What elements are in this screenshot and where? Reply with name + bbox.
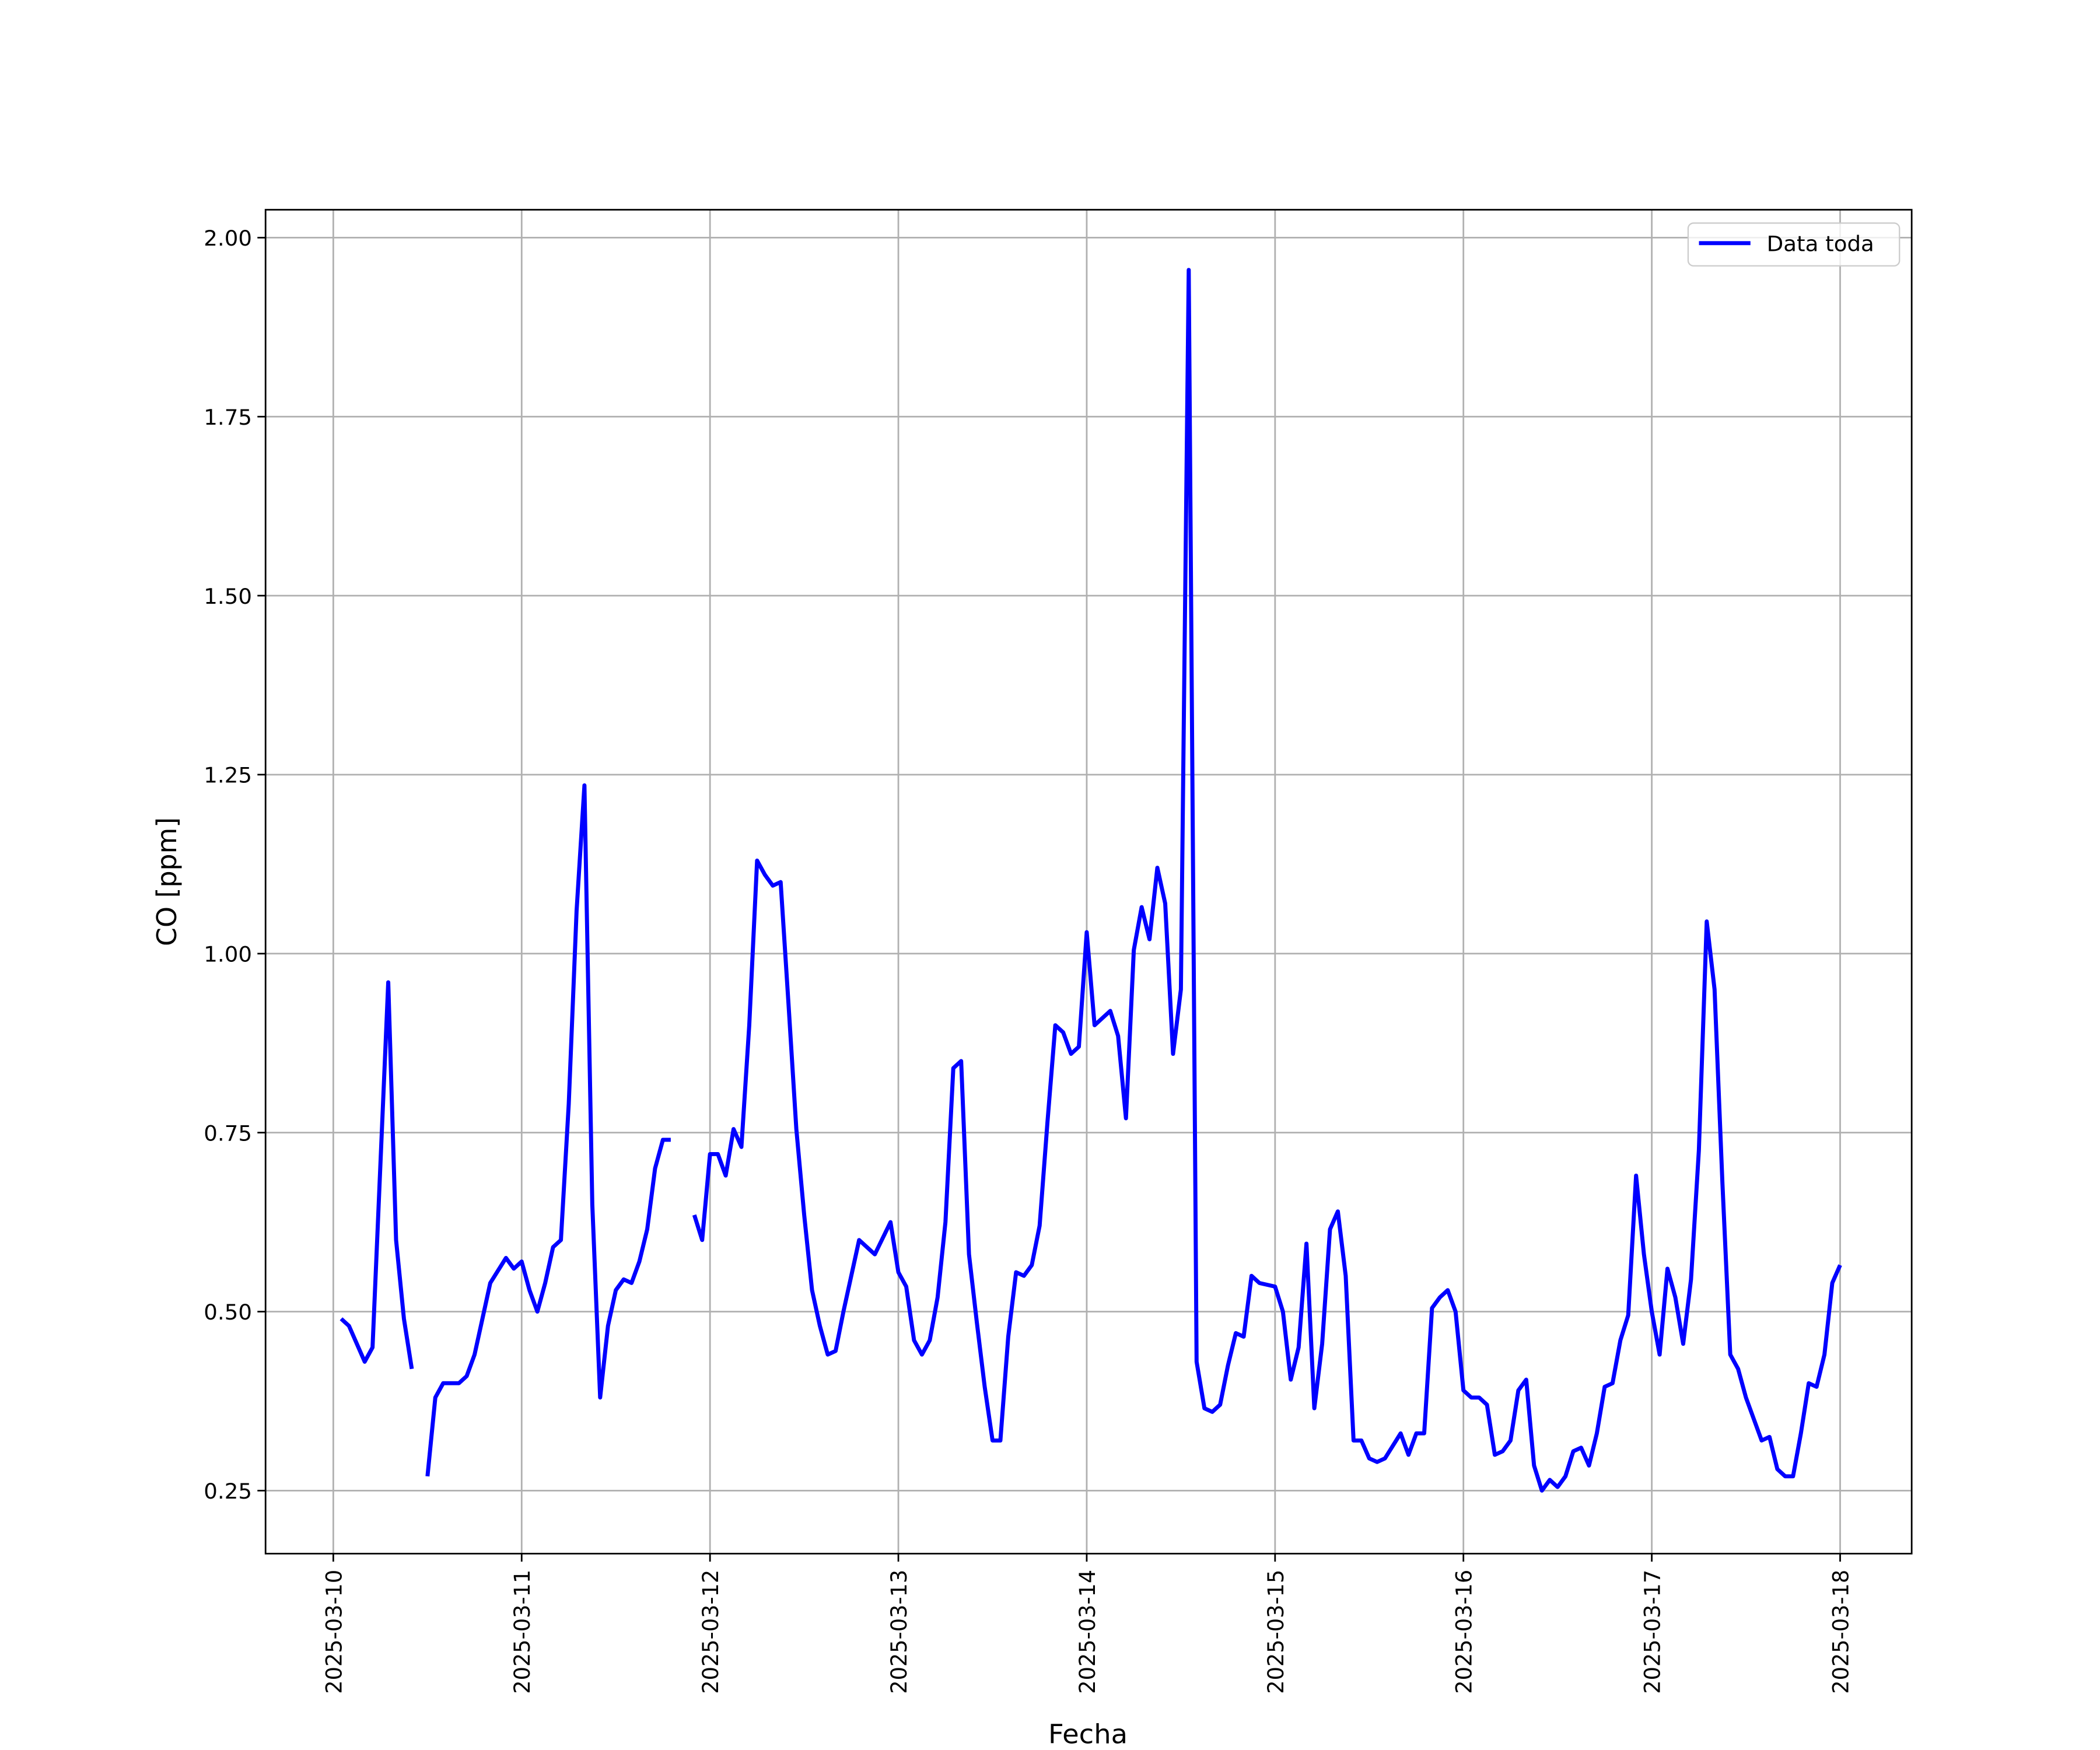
x-tick-label: 2025-03-11 — [510, 1570, 535, 1694]
grid — [265, 209, 1912, 1554]
y-tick-label: 0.50 — [204, 1300, 252, 1325]
y-tick-label: 0.25 — [204, 1479, 252, 1504]
axes-frame — [264, 209, 1913, 1555]
legend-label: Data toda — [1767, 232, 1874, 257]
plot-area — [340, 268, 1842, 1493]
x-axis-label: Fecha — [1048, 1718, 1128, 1750]
y-tick-label: 1.50 — [204, 584, 252, 609]
x-tick-label: 2025-03-13 — [887, 1570, 912, 1694]
ticks: 0.25 0.50 0.75 1.00 1.25 1.50 1.75 2.00 2025-03-… — [204, 226, 1853, 1693]
x-tick-label: 2025-03-15 — [1264, 1570, 1289, 1694]
x-tick-label: 2025-03-10 — [321, 1570, 346, 1694]
x-tick-label: 2025-03-18 — [1828, 1570, 1853, 1694]
legend: Data toda — [1687, 222, 1901, 267]
y-axis-label: CO [ppm] — [151, 817, 183, 946]
x-tick-label: 2025-03-17 — [1640, 1570, 1665, 1694]
x-tick-label: 2025-03-16 — [1451, 1570, 1476, 1694]
y-tick-label: 0.75 — [204, 1121, 252, 1146]
y-tick-label: 1.75 — [204, 405, 252, 430]
x-tick-label: 2025-03-14 — [1075, 1570, 1100, 1694]
x-tick-label: 2025-03-12 — [698, 1570, 723, 1694]
y-tick-label: 1.00 — [204, 942, 252, 967]
legend-box — [1687, 222, 1901, 267]
data-line — [340, 268, 1842, 1493]
y-tick-label: 2.00 — [204, 226, 252, 251]
y-tick-label: 1.25 — [204, 763, 252, 788]
